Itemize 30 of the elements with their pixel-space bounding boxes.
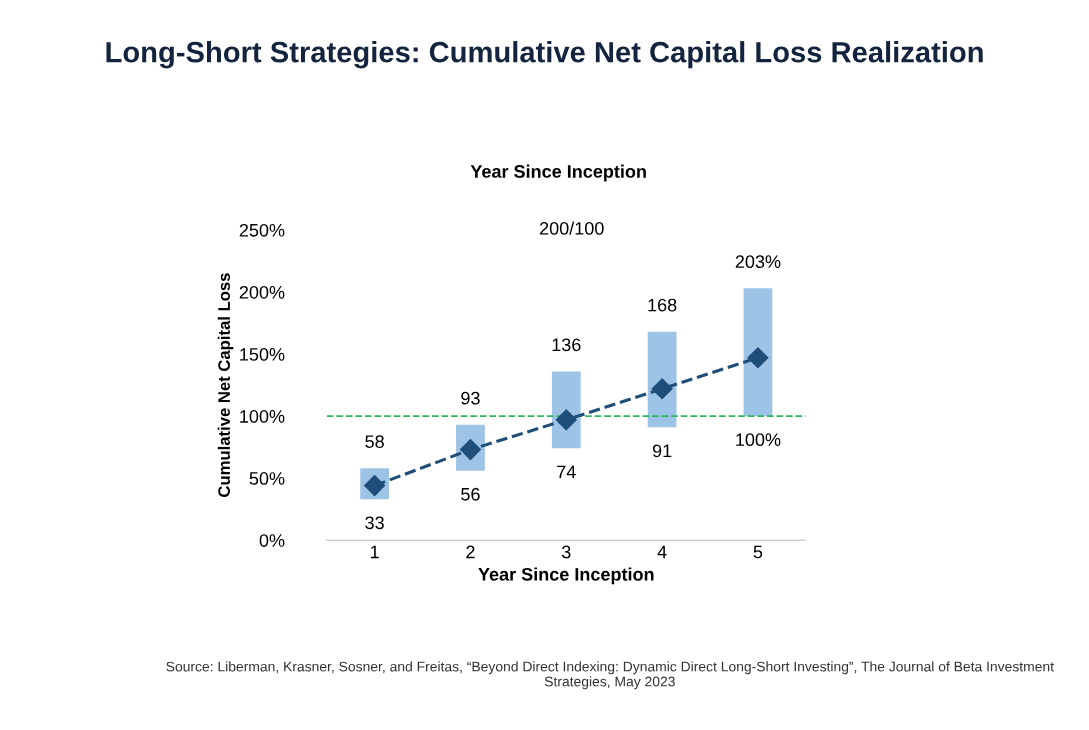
point: [651, 378, 673, 400]
y-tick-label: 50%: [249, 472, 285, 485]
point: [747, 347, 769, 369]
x-tick-label: 2: [466, 545, 475, 559]
x-axis-title: Year Since Inception: [478, 567, 654, 585]
annotation: 168: [648, 298, 677, 312]
y-tick-label: 100%: [240, 410, 285, 423]
annotation: 58: [365, 435, 384, 448]
annotation: 33: [365, 516, 384, 530]
x-tick-label: 3: [561, 545, 571, 559]
y-tick-label: 200%: [239, 285, 285, 299]
y-tick-label: 150%: [240, 347, 285, 361]
chart-title: Long-Short Strategies: Cumulative Net Capital Loss Realization: [106, 41, 983, 69]
annotation: 200/100: [540, 221, 604, 235]
x-tick-label: 5: [753, 545, 763, 559]
annotation: 74: [557, 465, 576, 479]
annotation: 100%: [736, 433, 781, 447]
x-tick-label: 4: [657, 545, 667, 559]
annotation: 136: [552, 338, 581, 352]
annotation: 203%: [735, 255, 781, 269]
bar: [743, 288, 773, 417]
y-axis-title: Cumulative Net Capital Loss: [217, 273, 234, 497]
x-tick-label: 1: [370, 545, 379, 559]
y-tick-label: 0%: [259, 534, 285, 547]
source-note: Source: Liberman, Krasner, Sosner, and Freitas, “Beyond Direct Indexing: Dynamic Direct Long-Short Investing”, The Journal of Beta Investment Strategies, May 2023: [166, 661, 1054, 690]
y-tick-label: 250%: [239, 223, 285, 237]
annotation: 56: [461, 487, 480, 501]
annotation: 93: [461, 391, 480, 405]
annotation: 91: [652, 444, 672, 458]
chart-subtitle: Year Since Inception: [470, 164, 646, 182]
